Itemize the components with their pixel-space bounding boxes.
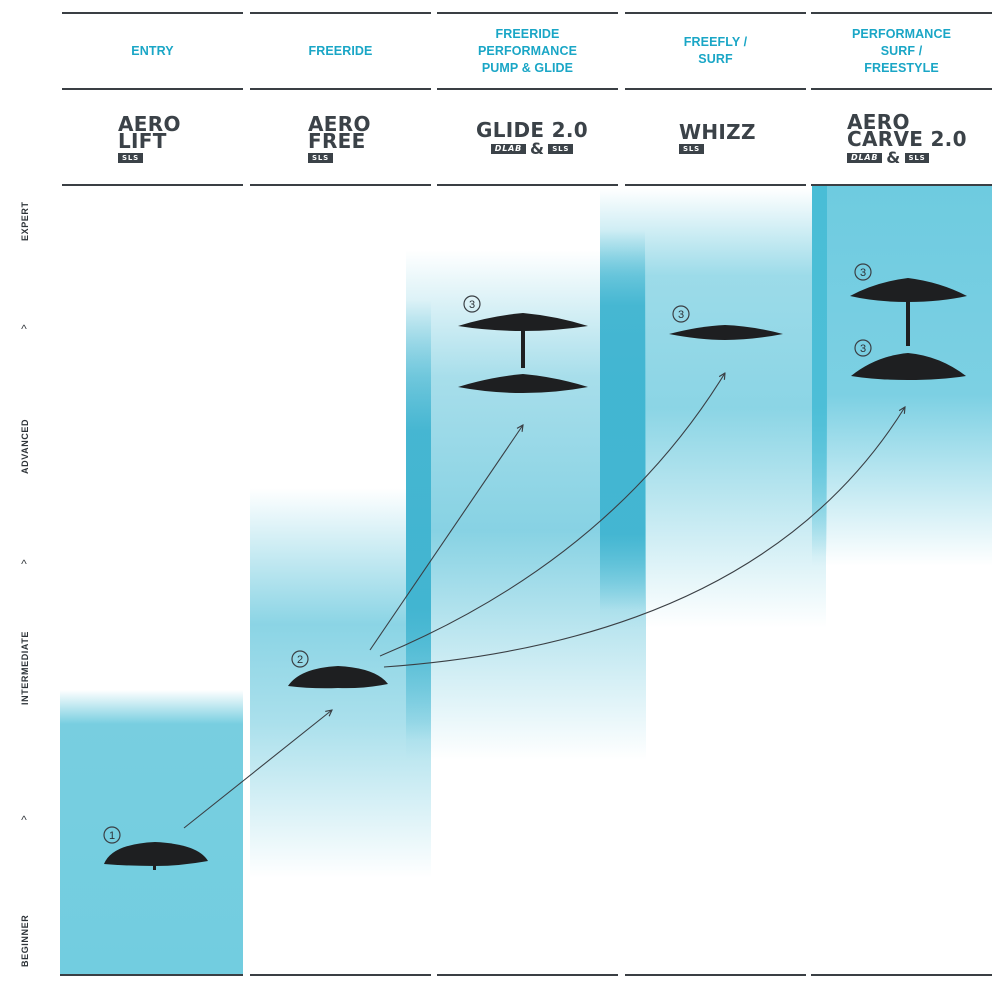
rule-mid-1: [62, 88, 243, 90]
step-marker-label: 1: [109, 830, 115, 842]
category-freeride: FREERIDE: [250, 14, 431, 88]
step-marker-label: 3: [860, 267, 866, 279]
category-line: FREESTYLE: [864, 60, 939, 75]
category-entry: ENTRY: [62, 14, 243, 88]
product-badges: DLAB & SLS: [847, 147, 967, 167]
step-marker-label: 3: [678, 309, 684, 321]
product-badges: DLAB & SLS: [490, 139, 574, 158]
product-whizz: WHIZZ SLS: [679, 96, 756, 182]
foil-wing-icon: [288, 666, 388, 689]
sls-badge: SLS: [548, 144, 574, 154]
foil-wing-icon: [458, 374, 588, 393]
band-whizz-edge: [600, 230, 645, 610]
product-aero-carve: AERO CARVE 2.0 DLAB & SLS: [847, 96, 967, 182]
rule-bottom-4: [625, 974, 806, 976]
rule-bottom-3: [437, 974, 618, 976]
foil-wing-icon: [458, 313, 588, 368]
rule-mid-3: [437, 88, 618, 90]
product-name-line: AERO: [118, 111, 181, 136]
step-marker: 2: [291, 650, 309, 668]
category-line: FREERIDE: [495, 26, 560, 41]
product-name-line: AERO: [847, 109, 910, 134]
rule-bottom-5: [811, 974, 992, 976]
sls-badge: SLS: [118, 152, 143, 163]
step-marker-label: 3: [469, 299, 475, 311]
product-name-line: WHIZZ: [679, 120, 756, 144]
category-line: SURF: [698, 52, 733, 66]
product-name-line: LIFT: [118, 128, 167, 153]
category-freeride-performance: FREERIDE PERFORMANCE PUMP & GLIDE: [437, 14, 618, 88]
rule-low-3: [437, 184, 618, 186]
rule-mid-2: [250, 88, 431, 90]
product-badges: SLS: [679, 144, 756, 154]
rule-low-2: [250, 184, 431, 186]
rule-low-4: [625, 184, 806, 186]
arrow-icon: [183, 710, 332, 829]
sls-badge: SLS: [904, 152, 930, 163]
band-glide-edge: [406, 300, 431, 740]
sls-badge: SLS: [308, 152, 333, 163]
band-entry: [60, 690, 243, 975]
dlab-badge: DLAB: [847, 152, 883, 163]
rule-top-4: [625, 12, 806, 14]
foil-wing-icon: [669, 325, 783, 340]
rule-mid-5: [811, 88, 992, 90]
foil-wing-icon: [851, 353, 966, 380]
chevron-up-icon: ^: [21, 322, 27, 336]
arrow-icon: [379, 373, 725, 657]
category-line: ENTRY: [131, 43, 174, 58]
ampersand: &: [886, 147, 901, 167]
category-line: PERFORMANCE: [851, 26, 952, 41]
product-name-line: FREE: [308, 128, 366, 153]
sls-badge: SLS: [679, 144, 704, 154]
product-glide: GLIDE 2.0 DLAB & SLS: [476, 96, 588, 182]
chevron-up-icon: ^: [21, 813, 27, 827]
category-line: PERFORMANCE: [477, 43, 578, 58]
product-aero-lift: AERO LIFT SLS: [118, 96, 181, 182]
step-marker: 3: [672, 305, 690, 323]
band-carve-edge: [812, 186, 827, 556]
category-line: SURF /: [880, 43, 923, 58]
step-marker-label: 3: [860, 343, 866, 355]
foil-wing-icon: [850, 278, 967, 346]
product-aero-free: AERO FREE SLS: [308, 96, 371, 182]
chevron-up-icon: ^: [21, 557, 27, 571]
category-line: FREERIDE: [308, 43, 373, 58]
step-marker: 3: [854, 263, 872, 281]
rule-mid-4: [625, 88, 806, 90]
step-marker: 3: [854, 339, 872, 357]
rule-top-5: [811, 12, 992, 14]
rule-low-1: [62, 184, 243, 186]
step-marker: 1: [103, 826, 121, 844]
rule-bottom-2: [250, 974, 431, 976]
rule-low-5: [811, 184, 992, 186]
rule-top-2: [250, 12, 431, 14]
ampersand: &: [529, 139, 545, 158]
product-name-line: GLIDE 2.0: [476, 118, 588, 142]
arrow-icon: [369, 425, 523, 651]
step-marker: 3: [463, 295, 481, 313]
product-badges: SLS: [118, 152, 181, 163]
rule-bottom-1: [60, 974, 243, 976]
category-performance-surf: PERFORMANCE SURF / FREESTYLE: [811, 14, 992, 88]
product-name-line: AERO: [308, 111, 371, 136]
category-freefly-surf: FREEFLY / SURF: [625, 14, 806, 88]
category-line: PUMP & GLIDE: [481, 60, 574, 75]
product-badges: SLS: [308, 152, 371, 163]
product-name-line: CARVE 2.0: [847, 126, 967, 151]
rule-top-3: [437, 12, 618, 14]
dlab-badge: DLAB: [490, 144, 526, 154]
rule-top-1: [62, 12, 243, 14]
step-marker-label: 2: [297, 654, 303, 666]
foil-wing-icon: [104, 842, 208, 870]
arrow-icon: [383, 407, 905, 668]
category-line: FREEFLY /: [683, 35, 748, 49]
